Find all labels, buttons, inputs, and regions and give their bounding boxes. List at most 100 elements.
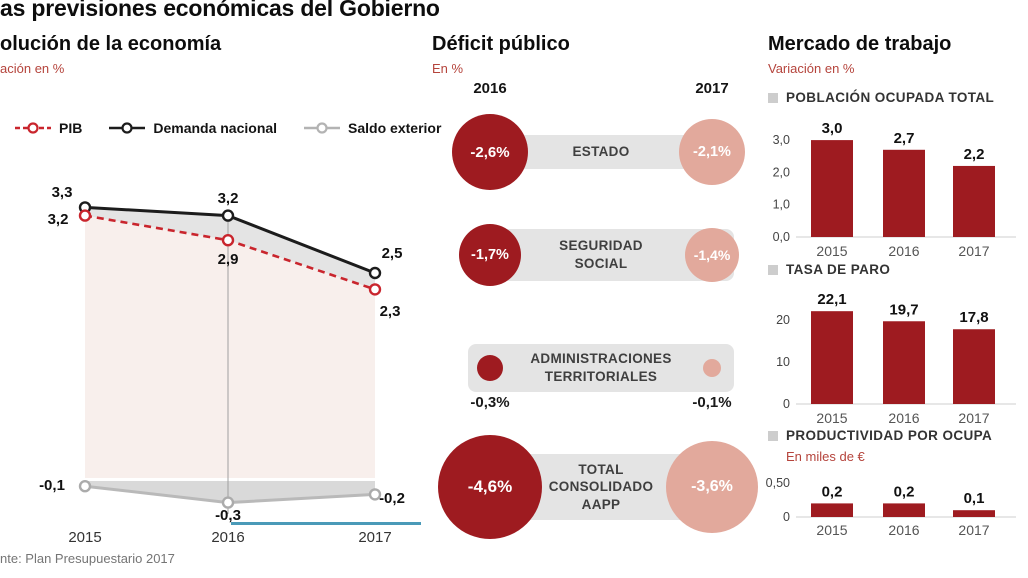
pill-label: TOTAL CONSOLIDADO AAPP [548,461,654,512]
point-marker [221,233,235,247]
axlab: 2015 [68,529,101,546]
blab: 3,0 [822,120,843,137]
ylab: 2016 [888,243,919,259]
point-marker [221,209,235,222]
tick: 2,0 [773,165,790,179]
blab: 22,1 [817,291,846,308]
blab: 0,2 [894,483,915,500]
point-marker [78,209,92,222]
highlight-underline [231,522,421,525]
economy-panel-subtitle: ación en % [0,61,65,76]
point-marker [368,266,382,280]
vlab: -0,3 [215,507,241,524]
deficit-bubble-seguridad-2017: -1,4% [685,228,739,282]
point-marker [221,496,235,509]
tick: 20 [776,313,790,327]
legend-label-saldo: Saldo exterior [348,120,442,136]
tick: 10 [776,355,790,369]
pill-label: SEGURIDAD SOCIAL [559,238,643,271]
deficit-column-2016: 2016 [473,80,507,97]
tick: 3,0 [773,133,790,147]
tick: 0,0 [773,230,790,244]
legend-item-pib: PIB [14,120,82,136]
demanda-line-marker-icon [109,122,146,134]
section-label: TASA DE PARO [786,262,891,277]
productividad-subtitle: En miles de € [786,449,865,464]
economy-panel-title: olución de la economía [0,33,222,55]
vlab: 3,3 [52,184,73,201]
axlab: 2017 [358,529,391,546]
vlab: 3,2 [218,190,239,207]
legend-item-demanda: Demanda nacional [108,120,277,136]
page-title: as previsiones económicas del Gobierno [0,0,440,21]
legend-item-saldo: Saldo exterior [303,120,441,136]
point-marker [78,480,92,493]
vlab: -0,2 [379,490,405,507]
section-tasa-de-paro: TASA DE PARO [768,262,890,277]
square-bullet-icon [768,431,778,441]
bar [953,510,995,517]
point-marker [368,283,382,296]
blab: 0,1 [964,490,985,507]
ylab: 2015 [816,410,847,426]
pib-line-marker-icon [15,122,51,134]
vlab: -0,1 [39,477,65,494]
section-productividad: PRODUCTIVIDAD POR OCUPA [768,428,992,443]
deficit-column-2017: 2017 [695,80,729,97]
pib-area [85,215,375,478]
deficit-bubble-administraciones-2017 [703,359,721,377]
bar [953,165,995,237]
deficit-bubble-estado-2017: -2,1% [679,119,745,185]
blab: 2,7 [894,130,915,147]
section-poblacion-ocupada: POBLACIÓN OCUPADA TOTAL [768,90,994,105]
pill-label: ADMINISTRACIONES TERRITORIALES [530,351,672,384]
source-note: nte: Plan Presupuestario 2017 [0,551,175,566]
bar [883,321,925,404]
deficit-panel-title: Déficit público [432,33,570,55]
ylab: 2015 [816,243,847,259]
vlab: 2,5 [382,245,403,262]
square-bullet-icon [768,265,778,275]
square-bullet-icon [768,93,778,103]
deficit-value-administraciones-2017: -0,1% [692,394,732,411]
bar [811,311,853,404]
ylab: 2016 [888,410,919,426]
deficit-bubble-administraciones-2016 [477,355,503,381]
blab: 0,2 [822,483,843,500]
bar [811,503,853,517]
tick: 0 [783,510,790,524]
bar [883,149,925,237]
saldo-line-marker-icon [304,122,341,134]
ylab: 2016 [888,522,919,538]
tick: 0,50 [766,476,790,490]
bar [883,503,925,517]
labor-panel-title: Mercado de trabajo [768,33,952,55]
deficit-bubble-total-2016: -4,6% [438,435,542,539]
blab: 17,8 [959,309,988,326]
blab: 2,2 [964,146,985,163]
axlab: 2016 [211,529,244,546]
tick: 1,0 [773,198,790,212]
line-chart-legend: PIB Demanda nacional Saldo exterior [14,120,441,136]
deficit-row-label-administraciones: ADMINISTRACIONES TERRITORIALES [468,344,734,392]
tick: 0 [783,397,790,411]
section-label: POBLACIÓN OCUPADA TOTAL [786,90,995,105]
deficit-value-administraciones-2016: -0,3% [470,394,510,411]
deficit-bubble-total-2017: -3,6% [666,441,758,533]
vlab: 3,2 [48,211,69,228]
ylab: 2015 [816,522,847,538]
ylab: 2017 [958,243,989,259]
blab: 19,7 [889,301,918,318]
deficit-bubble-estado-2016: -2,6% [452,114,528,190]
bar [811,140,853,237]
deficit-panel-subtitle: En % [432,61,464,76]
legend-label-pib: PIB [59,120,83,136]
legend-label-demanda: Demanda nacional [153,120,278,136]
deficit-bubble-seguridad-2016: -1,7% [459,224,521,286]
point-marker [368,488,382,501]
vlab: 2,3 [380,303,401,320]
labor-panel-subtitle: Variación en % [768,61,855,76]
ylab: 2017 [958,410,989,426]
